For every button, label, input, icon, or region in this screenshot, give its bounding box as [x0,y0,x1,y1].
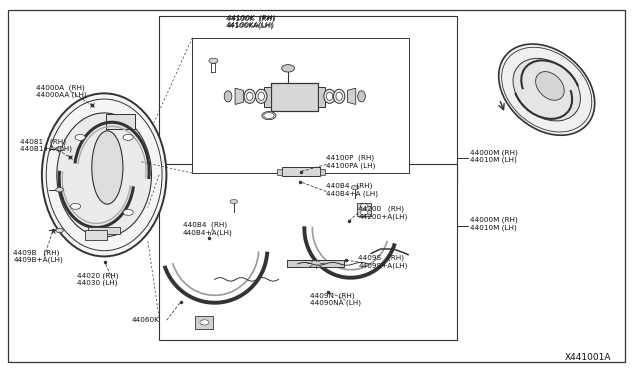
Text: 44100P  (RH)
44100PA (LH): 44100P (RH) 44100PA (LH) [326,155,376,169]
Circle shape [56,147,63,151]
Ellipse shape [536,72,564,100]
Circle shape [56,187,63,192]
Ellipse shape [324,89,335,103]
Bar [357,203,371,216]
Circle shape [351,185,359,190]
Circle shape [75,134,85,140]
Text: 44100K  (RH)
44100KA(LH): 44100K (RH) 44100KA(LH) [225,15,274,29]
Text: 44000M (RH)
44010M (LH): 44000M (RH) 44010M (LH) [470,149,518,163]
Circle shape [200,320,209,325]
Bar [287,260,344,267]
Bar [106,114,135,129]
Bar [159,16,458,186]
Ellipse shape [262,112,276,120]
Circle shape [56,228,63,233]
Text: 4409S   (RH)
4409S+A(LH): 4409S (RH) 4409S+A(LH) [358,255,408,269]
Polygon shape [235,88,243,105]
Bar [85,231,108,240]
Ellipse shape [326,92,333,100]
Bar [192,38,410,173]
Ellipse shape [246,92,253,100]
Circle shape [282,65,294,72]
Ellipse shape [244,89,255,103]
Ellipse shape [258,92,264,100]
Text: 44000A  (RH)
44000AA (LH): 44000A (RH) 44000AA (LH) [36,84,86,99]
Bar [282,167,320,176]
Ellipse shape [57,113,152,237]
Circle shape [123,209,133,215]
Ellipse shape [333,89,345,103]
Ellipse shape [336,92,342,100]
Bar [271,83,319,111]
Circle shape [230,199,237,204]
Circle shape [264,113,274,119]
Text: 4409N  (RH)
44090NA (LH): 4409N (RH) 44090NA (LH) [310,292,362,306]
Text: 4409B   (RH)
4409B+A(LH): 4409B (RH) 4409B+A(LH) [13,249,63,263]
Text: 440B4  (RH)
440B4+A(LH): 440B4 (RH) 440B4+A(LH) [182,222,232,235]
Text: 44020 (RH)
44030 (LH): 44020 (RH) 44030 (LH) [77,272,119,286]
Bar [319,87,324,107]
Circle shape [360,211,368,215]
Ellipse shape [92,131,123,204]
Text: X441001A: X441001A [565,353,611,362]
Text: 44081   (RH)
440B1+A (LH): 44081 (RH) 440B1+A (LH) [20,138,72,152]
Ellipse shape [42,93,166,256]
Circle shape [70,203,81,209]
Bar [88,227,120,234]
Polygon shape [348,88,356,105]
Circle shape [360,204,368,208]
Circle shape [123,134,133,140]
Bar [159,164,458,340]
Bar [276,169,282,174]
Ellipse shape [513,58,580,121]
Text: 440B4   (RH)
440B4+A (LH): 440B4 (RH) 440B4+A (LH) [326,183,378,197]
Circle shape [209,58,218,63]
Bar [195,316,213,329]
Bar [264,87,271,107]
Text: 44000M (RH)
44010M (LH): 44000M (RH) 44010M (LH) [470,217,518,231]
Ellipse shape [224,91,232,102]
Text: 44100K  (RH)
44100KA(LH): 44100K (RH) 44100KA(LH) [227,14,275,28]
Bar [320,169,325,174]
Ellipse shape [255,89,267,103]
Text: 44200   (RH)
44200+A(LH): 44200 (RH) 44200+A(LH) [358,206,408,220]
Ellipse shape [358,91,365,102]
Ellipse shape [499,44,595,135]
Text: 44060K: 44060K [132,317,159,323]
